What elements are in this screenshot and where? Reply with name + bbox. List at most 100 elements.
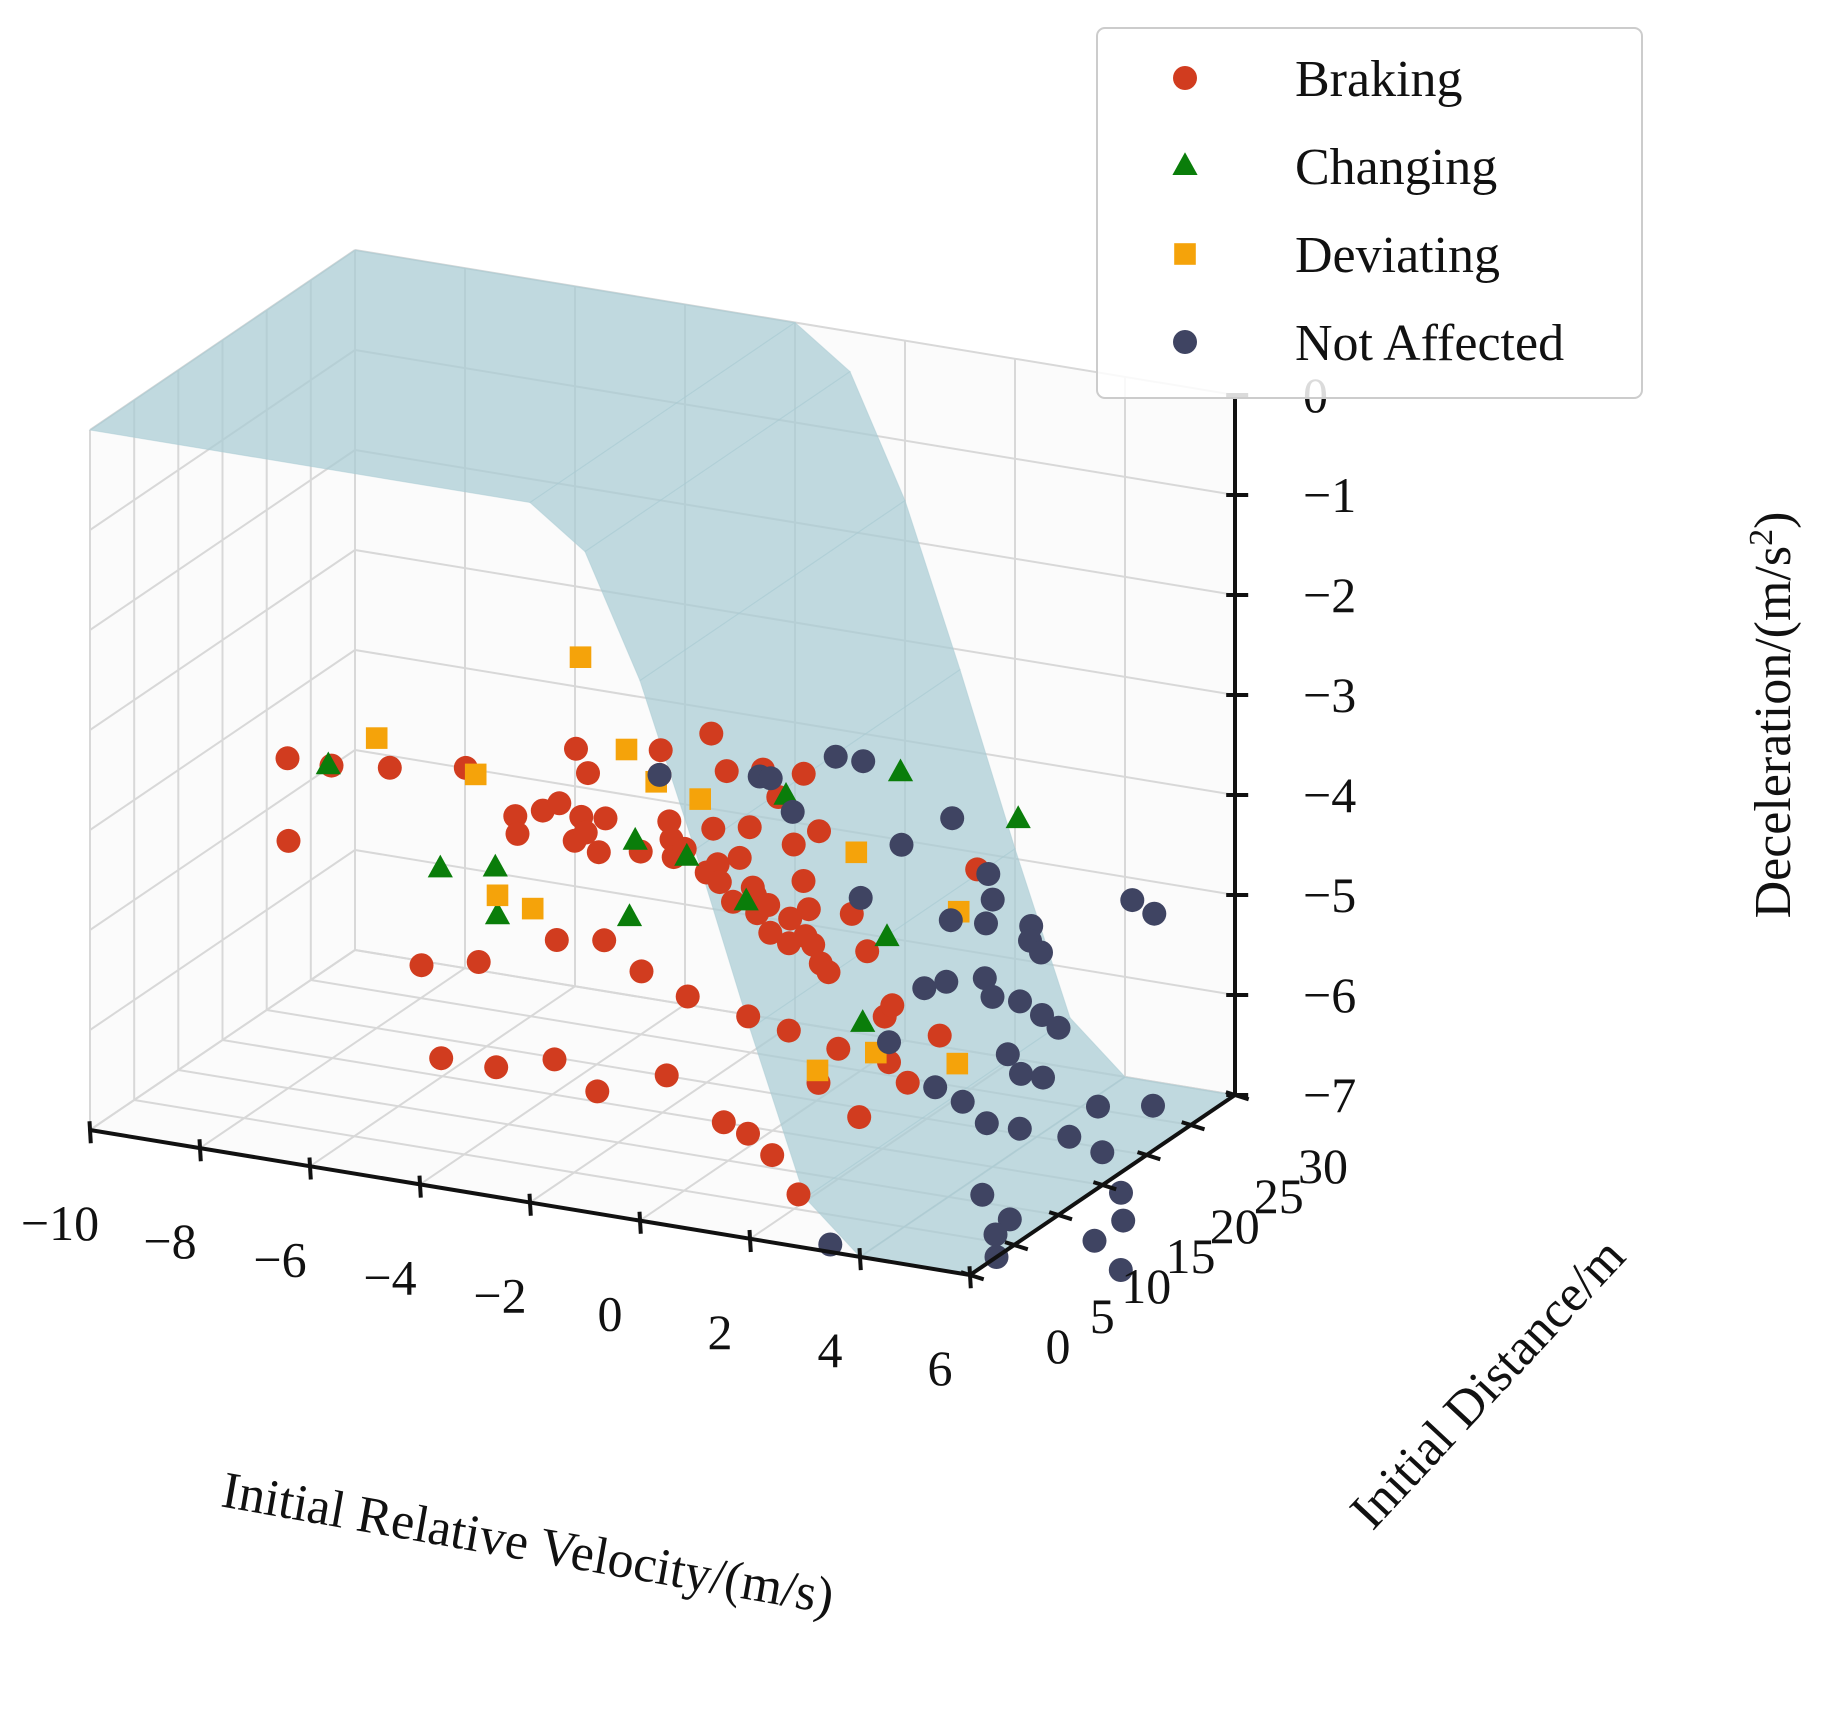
point-braking — [629, 959, 654, 984]
point-not-affected — [934, 969, 959, 994]
x-tick — [307, 1157, 313, 1180]
point-braking — [807, 819, 831, 844]
point-changing — [315, 751, 341, 775]
point-braking — [484, 1055, 509, 1080]
x-axis-title: Initial Relative Velocity/(m/s) — [218, 1462, 838, 1626]
point-braking — [816, 960, 841, 985]
grid-z-left — [89, 749, 356, 931]
x-tick — [87, 1121, 93, 1144]
x-tick-label: 4 — [818, 1322, 843, 1378]
point-braking — [542, 1047, 567, 1072]
point-braking — [275, 746, 300, 771]
y-tick-label: 25 — [1254, 1168, 1304, 1224]
point-not-affected — [758, 766, 783, 791]
y-tick-label: 15 — [1166, 1228, 1216, 1284]
point-braking — [576, 761, 600, 786]
y-tick-label: 5 — [1090, 1288, 1115, 1344]
z-axis-title-sup: 2 — [1743, 529, 1780, 546]
point-braking — [727, 845, 752, 870]
y-tick — [1181, 1120, 1206, 1132]
point-changing — [773, 782, 799, 805]
point-braking — [593, 806, 618, 831]
point-braking — [760, 1143, 785, 1168]
point-not-affected — [1141, 1093, 1165, 1118]
point-deviating — [946, 1052, 969, 1075]
point-braking — [826, 1036, 851, 1061]
point-changing — [887, 758, 914, 782]
x-tick — [417, 1175, 423, 1198]
point-deviating — [464, 763, 487, 786]
point-braking — [409, 953, 434, 978]
x-tick-label: 2 — [708, 1304, 733, 1360]
point-changing — [1005, 805, 1031, 829]
point-not-affected — [938, 908, 963, 933]
point-braking — [505, 821, 530, 846]
point-braking — [707, 870, 732, 895]
legend-label-not-affected: Not Affected — [1295, 315, 1564, 372]
point-braking — [714, 759, 739, 784]
point-changing — [874, 923, 900, 947]
point-changing — [622, 826, 648, 850]
point-not-affected — [940, 806, 965, 831]
point-not-affected — [1007, 1116, 1032, 1141]
point-braking — [855, 939, 880, 964]
x-tick — [747, 1229, 753, 1253]
y-tick — [1004, 1240, 1029, 1252]
point-deviating — [615, 738, 638, 761]
y-tick — [960, 1270, 985, 1282]
x-tick-label: −4 — [363, 1249, 416, 1305]
point-not-affected — [877, 1030, 901, 1055]
point-braking — [776, 1018, 801, 1043]
point-braking — [927, 1023, 952, 1048]
z-axis-title-main: Deceleration/(m/s — [1745, 546, 1802, 919]
point-braking — [701, 816, 726, 841]
point-deviating — [521, 897, 544, 920]
point-braking — [796, 897, 821, 922]
point-not-affected — [647, 762, 672, 787]
grid-z-left — [89, 549, 356, 731]
point-braking — [699, 721, 724, 746]
point-not-affected — [1090, 1140, 1115, 1165]
point-braking — [276, 828, 301, 853]
point-not-affected — [848, 885, 873, 910]
point-braking — [564, 736, 588, 761]
x-tick — [197, 1139, 203, 1162]
point-not-affected — [851, 749, 876, 774]
grid-z-left — [89, 849, 356, 1031]
point-not-affected — [974, 911, 998, 936]
point-not-affected — [983, 1222, 1008, 1247]
point-not-affected — [780, 799, 805, 824]
point-not-affected — [980, 887, 1005, 912]
point-deviating — [806, 1059, 829, 1082]
point-changing — [616, 903, 643, 927]
point-not-affected — [1142, 901, 1167, 926]
point-not-affected — [923, 1075, 948, 1100]
point-not-affected — [1030, 1003, 1054, 1027]
point-not-affected — [1086, 1094, 1110, 1119]
point-not-affected — [1008, 989, 1032, 1014]
y-tick — [1048, 1210, 1073, 1222]
point-changing — [482, 853, 508, 877]
point-braking — [429, 1046, 454, 1071]
point-braking — [544, 928, 569, 952]
point-braking — [586, 840, 611, 865]
point-not-affected — [976, 862, 1001, 886]
x-tick-label: 0 — [598, 1286, 623, 1342]
legend: Braking Changing Deviating Not Affected — [1096, 27, 1643, 399]
point-braking — [758, 920, 783, 945]
z-tick-label: −1 — [1303, 467, 1356, 523]
legend-marker-changing — [1172, 152, 1198, 175]
y-axis-title: Initial Distance/m — [1340, 1228, 1637, 1540]
legend-label-braking: Braking — [1295, 51, 1463, 108]
x-tick — [527, 1193, 533, 1216]
axes — [87, 393, 1250, 1289]
point-not-affected — [823, 744, 848, 769]
point-deviating — [569, 646, 592, 668]
y-tick-label: 20 — [1210, 1198, 1260, 1254]
point-not-affected — [1031, 1065, 1055, 1090]
point-not-affected — [1046, 1015, 1071, 1040]
x-tick — [857, 1247, 863, 1271]
point-not-affected — [1109, 1180, 1133, 1205]
point-braking — [756, 893, 781, 917]
